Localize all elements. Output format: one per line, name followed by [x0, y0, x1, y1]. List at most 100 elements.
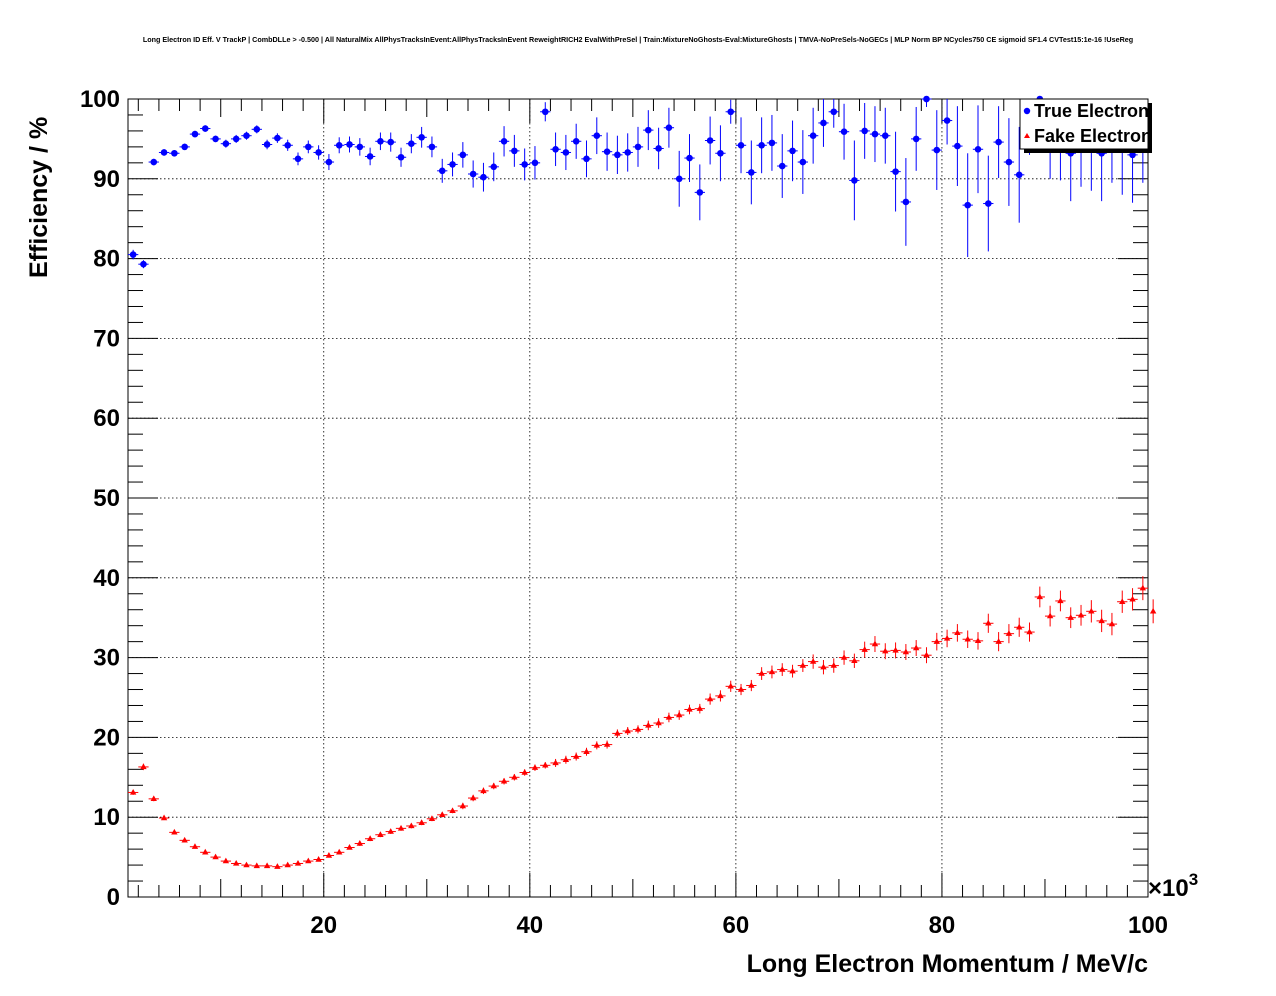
data-point: [809, 132, 817, 140]
data-point: [315, 855, 322, 862]
data-point: [665, 124, 673, 132]
data-point: [985, 619, 992, 626]
data-point: [335, 141, 343, 149]
data-point: [614, 729, 621, 736]
data-point: [675, 175, 683, 183]
data-point: [603, 148, 611, 155]
data-point: [768, 139, 776, 147]
data-point: [572, 753, 580, 759]
data-point: [964, 635, 971, 642]
data-point: [912, 644, 920, 651]
data-point: [830, 662, 837, 668]
data-point: [408, 140, 415, 147]
legend-label-fake-electron: Fake Electron: [1034, 126, 1152, 146]
data-point: [511, 773, 518, 780]
data-point: [1015, 171, 1023, 179]
data-point: [789, 667, 796, 674]
data-point: [1036, 593, 1044, 600]
data-point: [706, 137, 714, 144]
data-point: [686, 154, 693, 162]
data-point: [583, 748, 590, 754]
data-point: [377, 831, 384, 837]
data-point: [346, 844, 353, 850]
data-point: [397, 153, 405, 161]
data-point: [1098, 617, 1105, 624]
data-point: [243, 861, 250, 868]
data-point: [645, 126, 652, 134]
x-tick-label: 80: [929, 912, 956, 939]
data-point: [727, 108, 735, 116]
data-point: [634, 143, 642, 151]
data-point: [995, 638, 1002, 644]
data-point: [274, 134, 281, 142]
data-point: [1016, 623, 1023, 630]
data-point: [253, 126, 261, 133]
data-point: [809, 658, 817, 664]
data-point: [181, 836, 188, 843]
data-point: [212, 135, 219, 143]
data-point: [449, 807, 456, 814]
data-point: [603, 741, 611, 747]
data-point: [336, 848, 343, 855]
data-point: [779, 666, 786, 672]
data-point: [861, 646, 868, 652]
data-point: [552, 759, 559, 766]
tick-labels: 0 10 20 30 40 50 60 70 80 90 100 20 40 60 80 100: [80, 86, 1168, 939]
data-point: [325, 158, 333, 166]
data-point: [490, 782, 497, 789]
data-point: [366, 153, 374, 160]
data-point: [129, 788, 137, 795]
y-tick-label: 0: [107, 884, 120, 911]
data-point: [1057, 597, 1064, 604]
data-point: [799, 158, 807, 166]
data-point: [222, 140, 230, 147]
y-tick-label: 60: [93, 405, 120, 432]
data-point: [459, 802, 467, 809]
data-point: [315, 149, 322, 156]
data-point: [377, 137, 384, 145]
data-point: [923, 651, 930, 658]
y-tick-label: 30: [93, 645, 120, 672]
data-point: [861, 127, 868, 135]
series-true-electron: [128, 95, 1148, 269]
data-point: [974, 145, 982, 153]
x-axis-label: Long Electron Momentum / MeV/c: [747, 950, 1149, 978]
data-point: [1149, 607, 1157, 614]
data-point: [820, 119, 827, 127]
data-point: [902, 198, 910, 206]
y-tick-label: 20: [93, 724, 120, 751]
data-point: [614, 151, 621, 159]
data-point: [572, 137, 580, 145]
data-point: [325, 852, 333, 858]
y-tick-label: 70: [93, 325, 120, 352]
data-point: [150, 158, 158, 166]
data-point: [305, 143, 312, 151]
data-point: [356, 840, 364, 846]
data-point: [222, 857, 230, 864]
x-multiplier-exponent: 3: [1189, 870, 1198, 889]
data-point: [346, 141, 353, 148]
data-point: [129, 251, 137, 258]
data-point: [1005, 158, 1013, 166]
data-point: [851, 657, 858, 663]
data-point: [418, 819, 425, 825]
data-point: [799, 662, 807, 668]
data-point: [418, 134, 425, 141]
data-point: [676, 711, 683, 718]
data-point: [789, 147, 796, 155]
data-point: [737, 141, 745, 149]
y-axis-label: Efficiency / %: [25, 117, 53, 278]
data-point: [562, 756, 570, 762]
data-point: [480, 173, 487, 181]
data-point: [583, 155, 590, 163]
data-point: [521, 161, 528, 168]
data-point: [294, 859, 302, 866]
data-point: [634, 725, 642, 732]
data-point: [840, 128, 848, 136]
data-point: [171, 149, 178, 157]
data-point: [531, 764, 539, 770]
data-point: [490, 163, 498, 171]
data-point: [696, 705, 704, 711]
data-point: [387, 828, 394, 834]
data-point: [542, 761, 549, 768]
